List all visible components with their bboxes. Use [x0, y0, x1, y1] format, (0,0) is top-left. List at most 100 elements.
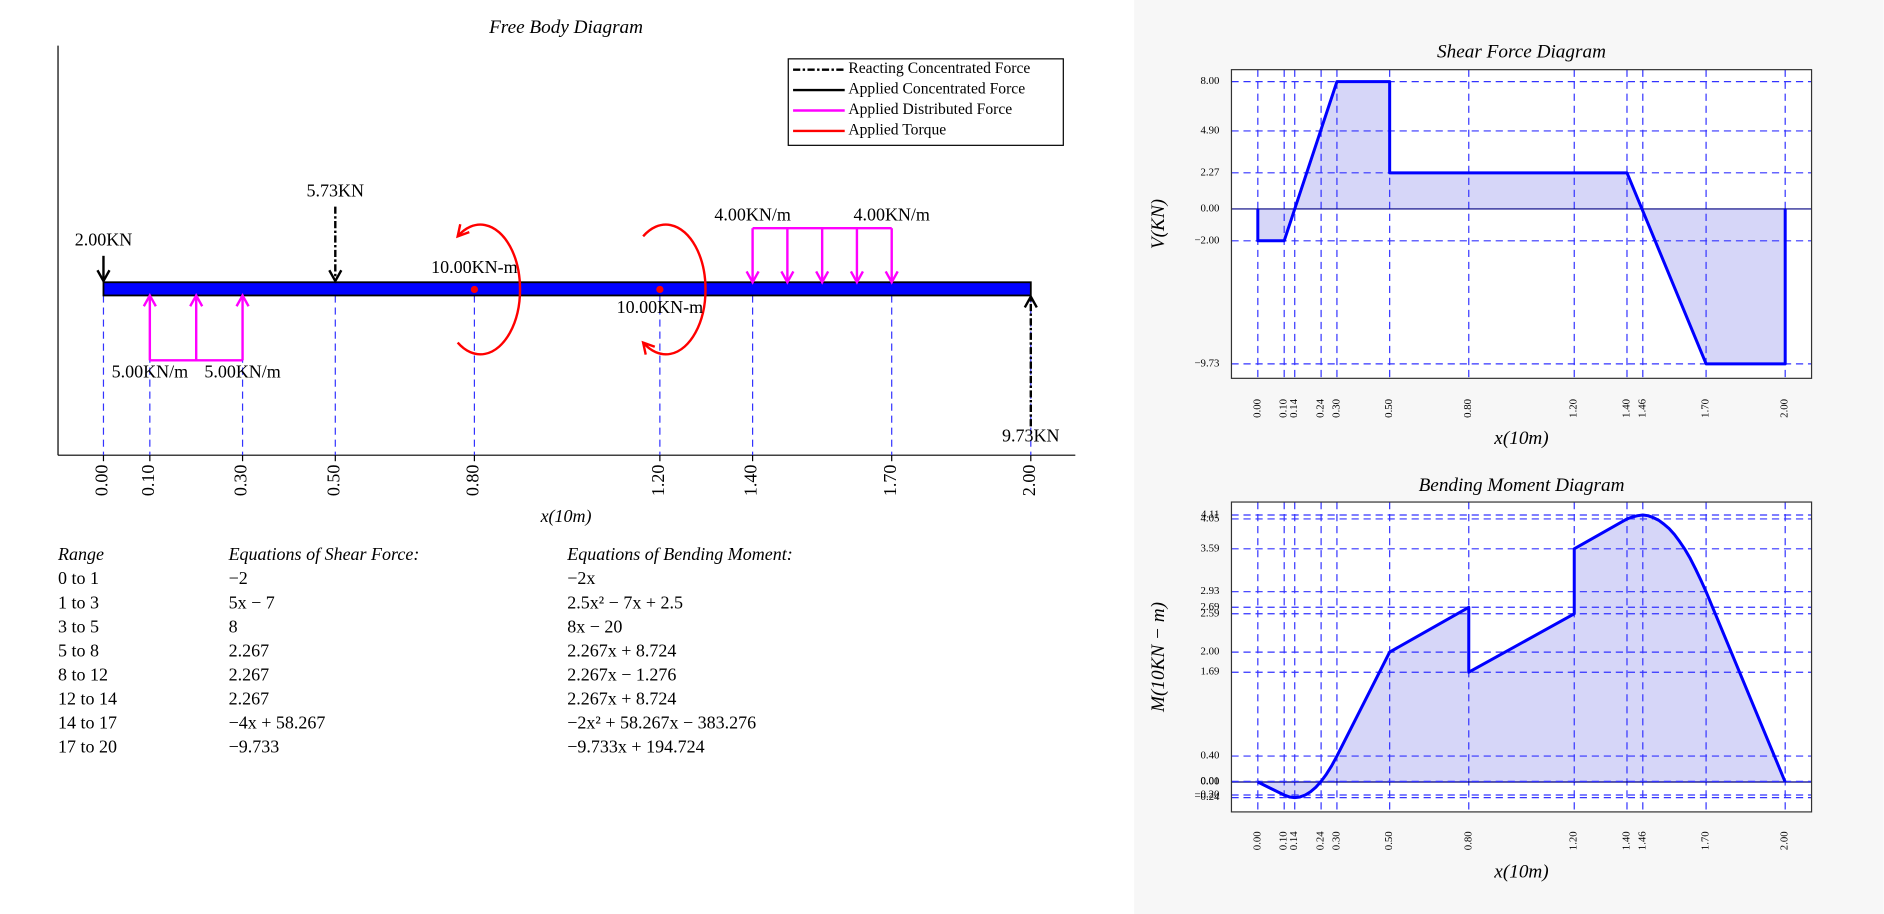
table-cell: −4x + 58.267 — [229, 712, 326, 732]
table-cell: 2.267 — [229, 688, 270, 708]
table-cell: 2.267 — [229, 664, 270, 684]
table-cell: 2.267 — [229, 640, 270, 660]
x-tick-label: 1.70 — [1700, 831, 1712, 850]
table-cell: 2.5x² − 7x + 2.5 — [567, 592, 683, 612]
arrowhead — [189, 292, 204, 307]
y-tick-label: 3.59 — [1201, 542, 1220, 554]
table-cell: 5x − 7 — [229, 592, 275, 612]
x-tick-label: 2.00 — [1779, 399, 1791, 418]
y-tick-label: 4.05 — [1201, 512, 1220, 524]
table-cell: 17 to 20 — [58, 736, 117, 756]
fbd-title: Free Body Diagram — [488, 17, 643, 38]
x-tick-label: 1.46 — [1636, 831, 1648, 850]
x-tick-label: 1.70 — [1700, 399, 1712, 418]
x-tick-label: 0.24 — [1315, 831, 1327, 850]
y-tick-label: 4.11 — [1201, 509, 1220, 521]
arrowhead — [780, 270, 795, 285]
y-tick-label: 2.59 — [1201, 607, 1220, 619]
y-tick-label: 8.00 — [1201, 75, 1220, 87]
load-label: 4.00KN/m — [714, 204, 791, 224]
x-tick-label: 0.24 — [1315, 398, 1327, 417]
x-tick-label: 0.00 — [1251, 831, 1263, 850]
legend-label: Applied Distributed Force — [848, 101, 1012, 118]
y-tick-label: −0.24 — [1194, 791, 1220, 803]
x-tick-label: 0.80 — [1462, 831, 1474, 850]
legend-label: Reacting Concentrated Force — [848, 60, 1030, 77]
table-cell: 2.267x + 8.724 — [567, 688, 676, 708]
x-tick-label: 0.30 — [231, 465, 251, 496]
x-tick-label: 0.00 — [1251, 399, 1263, 418]
x-tick-label: 0.10 — [1278, 399, 1290, 418]
plot-frame — [1230, 69, 1813, 379]
x-tick-label: 2.00 — [1019, 465, 1039, 497]
table-cell: 12 to 14 — [58, 688, 117, 708]
table-cell: −2x² + 58.267x − 383.276 — [567, 712, 756, 732]
x-tick-label: 0.80 — [463, 465, 483, 497]
arrowhead — [745, 270, 760, 285]
table-cell: 2.267x − 1.276 — [567, 664, 676, 684]
y-tick-label: 0.01 — [1201, 775, 1220, 787]
load-label: 4.00KN/m — [853, 204, 930, 224]
torque-arc — [456, 223, 522, 356]
load-label: 5.00KN/m — [112, 362, 189, 382]
x-tick-label: 0.50 — [323, 465, 343, 496]
table-cell: 8x − 20 — [567, 616, 622, 636]
y-axis-label: V(KN) — [1148, 199, 1169, 249]
y-tick-label: −2.00 — [1194, 234, 1219, 246]
table-cell: 5 to 8 — [58, 640, 99, 660]
table-cell: 3 to 5 — [58, 616, 99, 636]
table-cell: −2 — [229, 568, 248, 588]
table-cell: 8 — [229, 616, 238, 636]
x-tick-label: 0.00 — [92, 465, 112, 496]
x-tick-label: 1.46 — [1636, 398, 1648, 417]
x-tick-label: 1.70 — [880, 465, 900, 497]
x-tick-label: 1.40 — [1620, 831, 1632, 850]
x-axis-label: x(10m) — [540, 506, 592, 527]
y-axis-label: M(10KN − m) — [1148, 602, 1169, 713]
y-tick-label: 0.40 — [1201, 750, 1220, 762]
y-tick-label: 0.00 — [1201, 776, 1220, 788]
x-tick-label: 0.80 — [1462, 399, 1474, 418]
torque-point — [470, 285, 479, 294]
x-tick-label: 0.10 — [138, 465, 158, 496]
table-cell: −2x — [567, 568, 595, 588]
x-tick-label: 0.30 — [1330, 831, 1342, 850]
arrowhead — [328, 269, 343, 284]
table-cell: 8 to 12 — [58, 664, 108, 684]
y-tick-label: 1.69 — [1201, 666, 1220, 678]
torque-arc — [642, 223, 707, 356]
torque-point — [656, 285, 664, 294]
arrowhead — [1023, 294, 1038, 309]
table-header: Equations of Bending Moment: — [566, 544, 792, 564]
y-tick-label: −9.73 — [1194, 357, 1219, 369]
table-header: Range — [57, 544, 104, 564]
line — [1256, 80, 1787, 366]
y-tick-label: 4.90 — [1201, 124, 1220, 136]
legend-label: Applied Concentrated Force — [848, 81, 1025, 98]
table-header: Equations of Shear Force: — [228, 544, 420, 564]
y-tick-label: −0.20 — [1194, 789, 1219, 801]
force-label: 5.73KN — [307, 180, 365, 200]
line — [1257, 513, 1787, 800]
arrowhead — [641, 340, 656, 355]
chart-title: Shear Force Diagram — [1437, 41, 1606, 62]
x-tick-label: 0.50 — [1383, 831, 1395, 850]
force-label: 2.00KN — [75, 230, 133, 250]
table-cell: 14 to 17 — [58, 712, 117, 732]
torque-label: 10.00KN-m — [431, 257, 517, 277]
y-tick-label: 2.93 — [1201, 585, 1220, 597]
torque-label: 10.00KN-m — [617, 297, 704, 317]
x-axis-label: x(10m) — [1493, 862, 1548, 883]
table-cell: −9.733x + 194.724 — [567, 736, 704, 756]
chart-title: Bending Moment Diagram — [1419, 475, 1625, 496]
x-tick-label: 0.14 — [1288, 398, 1300, 417]
x-tick-label: 1.20 — [648, 465, 668, 497]
y-tick-label: 2.69 — [1201, 601, 1220, 613]
arrowhead — [456, 223, 470, 239]
arrowhead — [815, 270, 830, 285]
x-tick-label: 1.20 — [1568, 831, 1580, 850]
table-cell: 0 to 1 — [58, 568, 99, 588]
arrowhead — [96, 269, 111, 284]
